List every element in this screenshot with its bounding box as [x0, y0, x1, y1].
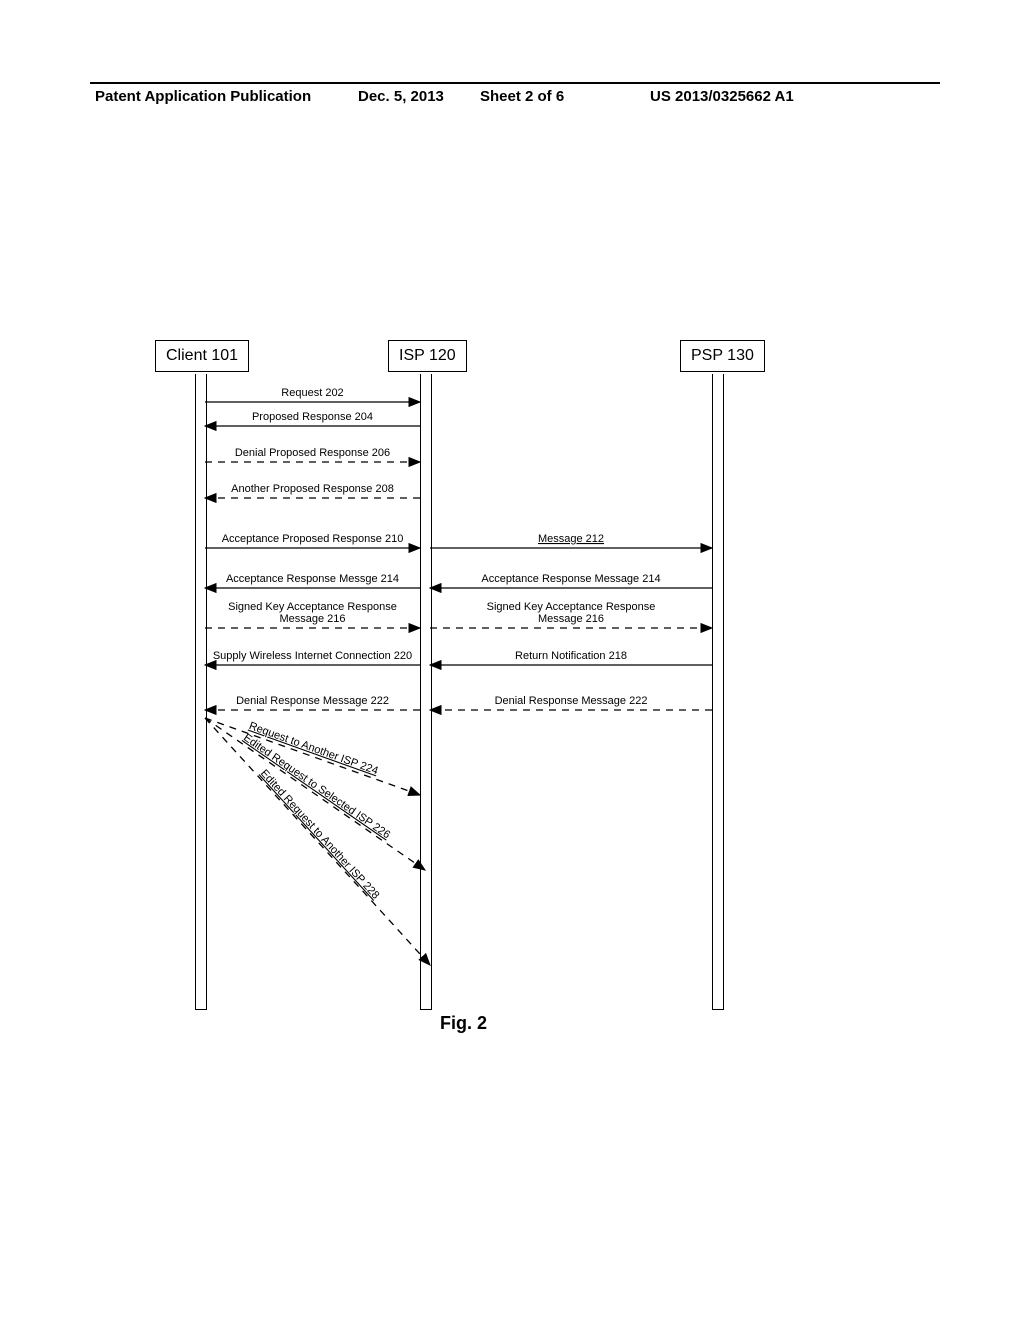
svg-text:Return Notification 218: Return Notification 218 [515, 650, 627, 662]
arrows-layer: Request 202 Proposed Response 204 Denial P… [140, 340, 880, 1040]
svg-text:Proposed Response 204: Proposed Response 204 [252, 411, 373, 423]
svg-text:Denial Response Message 222: Denial Response Message 222 [236, 695, 389, 707]
svg-text:Acceptance Response Message 21: Acceptance Response Message 214 [481, 573, 660, 585]
svg-text:Signed Key Acceptance Response: Signed Key Acceptance ResponseMessage 21… [228, 601, 397, 625]
svg-text:Acceptance Proposed Response: Acceptance Proposed Response 210 [222, 533, 404, 545]
svg-text:Request 202: Request 202 [281, 387, 343, 399]
svg-text:Denial Proposed Response 206: Denial Proposed Response 206 [235, 447, 390, 459]
svg-text:Supply Wireless Internet Conne: Supply Wireless Internet Connection 220 [213, 650, 412, 662]
sheet-info: Sheet 2 of 6 [480, 88, 564, 105]
publication-label: Patent Application Publication [95, 88, 311, 105]
svg-text:Another Proposed Response 208: Another Proposed Response 208 [231, 483, 394, 495]
page: Patent Application Publication Dec. 5, 2… [0, 0, 1024, 1320]
publication-date: Dec. 5, 2013 [358, 88, 444, 105]
header-rule [90, 82, 940, 84]
svg-text:Denial Response Message 222: Denial Response Message 222 [495, 695, 648, 707]
svg-text:Acceptance Response Messge 21: Acceptance Response Messge 214 [226, 573, 399, 585]
svg-text:Signed Key Acceptance Response: Signed Key Acceptance ResponseMessage 21… [487, 601, 656, 625]
publication-number: US 2013/0325662 A1 [650, 88, 794, 105]
sequence-diagram: Client 101 ISP 120 PSP 130 Request 202Pr… [140, 340, 880, 1040]
figure-label: Fig. 2 [440, 1013, 487, 1034]
svg-text:Message 212: Message 212 [538, 533, 604, 545]
